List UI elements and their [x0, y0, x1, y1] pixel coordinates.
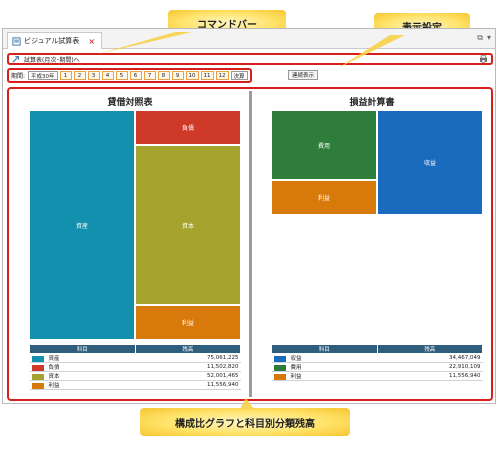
- table-row[interactable]: 利益 11,556,940: [271, 371, 483, 381]
- account-name: 資産: [48, 356, 60, 362]
- month-button-12[interactable]: 12: [215, 71, 229, 80]
- balance-value: 75,061,225: [135, 353, 241, 363]
- print-icon[interactable]: [479, 55, 488, 63]
- table-row[interactable]: 収益 34,467,049: [271, 353, 483, 363]
- window-restore-icon[interactable]: ⧉: [477, 33, 483, 42]
- color-swatch: [273, 364, 286, 371]
- income-statement-title: 損益計算書: [349, 98, 395, 108]
- table-row[interactable]: 負債 11,502,820: [29, 362, 241, 372]
- color-swatch: [31, 355, 44, 362]
- tab-visual-trial-balance[interactable]: ビジュアル試算表 ×: [7, 32, 103, 49]
- month-button-8[interactable]: 8: [157, 71, 170, 80]
- tab-label: ビジュアル試算表: [24, 37, 80, 45]
- continuous-display-button[interactable]: 連続表示: [288, 70, 319, 80]
- command-trial-balance-link[interactable]: 試算表(月次･期間)へ: [24, 56, 80, 64]
- month-button-2[interactable]: 2: [73, 71, 86, 80]
- chevron-down-icon[interactable]: ▾: [486, 33, 491, 42]
- command-bar: 試算表(月次･期間)へ: [7, 53, 493, 65]
- account-name: 資本: [48, 374, 60, 380]
- balance-value: 11,556,940: [377, 371, 483, 381]
- column-header-balance: 残高: [134, 344, 241, 354]
- period-label: 期間:: [11, 73, 26, 80]
- period-selector: 期間: 平成30年 1 2 3 4 5 6 7 8 9 10 11 12 決算: [7, 68, 252, 83]
- account-name: 収益: [290, 356, 302, 362]
- account-name: 負債: [48, 365, 60, 371]
- month-button-9[interactable]: 9: [171, 71, 184, 80]
- table-row[interactable]: 資産 75,061,225: [29, 353, 241, 363]
- balance-value: 52,001,465: [135, 371, 241, 381]
- balance-sheet-title: 貸借対照表: [107, 98, 153, 108]
- account-name: 利益: [48, 383, 60, 389]
- bs-capital-block[interactable]: 資本: [135, 145, 241, 305]
- tab-bar: ビジュアル試算表 × ⧉ ▾: [3, 29, 495, 49]
- table-row[interactable]: 利益 11,556,940: [29, 380, 241, 390]
- balance-value: 11,502,820: [135, 362, 241, 372]
- pl-profit-block[interactable]: 利益: [271, 180, 377, 215]
- panel-divider[interactable]: [249, 91, 252, 397]
- era-select[interactable]: 平成30年: [28, 71, 58, 80]
- month-button-4[interactable]: 4: [101, 71, 114, 80]
- month-button-3[interactable]: 3: [87, 71, 100, 80]
- content-frame: 貸借対照表 資産 負債 資本 利益 科目 残高 資産 75,061,225: [7, 87, 493, 401]
- month-button-5[interactable]: 5: [115, 71, 128, 80]
- balance-value: 22,910,109: [377, 362, 483, 372]
- month-button-11[interactable]: 11: [200, 71, 214, 80]
- balance-value: 34,467,049: [377, 353, 483, 363]
- bs-assets-block[interactable]: 資産: [29, 110, 135, 340]
- app-window: ビジュアル試算表 × ⧉ ▾ 試算表(月次･期間)へ 期間: 平成30年 1 2…: [2, 28, 496, 404]
- document-icon: [12, 36, 21, 46]
- column-header-account: 科目: [29, 344, 136, 354]
- close-icon[interactable]: ×: [88, 36, 96, 46]
- window-tools: ⧉ ▾: [477, 33, 491, 43]
- pl-revenue-block[interactable]: 収益: [377, 110, 483, 215]
- settlement-button[interactable]: 決算: [230, 71, 248, 80]
- balance-sheet-table: 科目 残高 資産 75,061,225 負債 11,502,820 資本: [29, 344, 241, 390]
- account-name: 利益: [290, 374, 302, 380]
- jump-arrow-icon: [12, 56, 19, 63]
- color-swatch: [273, 355, 286, 362]
- callout-bottom: 構成比グラフと科目別分類残高: [140, 408, 350, 436]
- column-header-account: 科目: [271, 344, 378, 354]
- color-swatch: [31, 373, 44, 380]
- bs-liabilities-block[interactable]: 負債: [135, 110, 241, 145]
- balance-value: 11,556,940: [135, 380, 241, 390]
- month-button-7[interactable]: 7: [143, 71, 156, 80]
- income-statement-panel: 損益計算書 費用 利益 収益 科目 残高 収益 34,467,049: [255, 91, 489, 397]
- month-button-6[interactable]: 6: [129, 71, 142, 80]
- month-button-1[interactable]: 1: [59, 71, 72, 80]
- account-name: 費用: [290, 365, 302, 371]
- color-swatch: [273, 373, 286, 380]
- color-swatch: [31, 382, 44, 389]
- color-swatch: [31, 364, 44, 371]
- month-button-10[interactable]: 10: [185, 71, 199, 80]
- column-header-balance: 残高: [376, 344, 483, 354]
- table-row[interactable]: 費用 22,910,109: [271, 362, 483, 372]
- pl-expenses-block[interactable]: 費用: [271, 110, 377, 180]
- balance-sheet-panel: 貸借対照表 資産 負債 資本 利益 科目 残高 資産 75,061,225: [13, 91, 247, 397]
- bs-profit-block[interactable]: 利益: [135, 305, 241, 340]
- income-statement-table: 科目 残高 収益 34,467,049 費用 22,910,109 利益: [271, 344, 483, 381]
- table-row[interactable]: 資本 52,001,465: [29, 371, 241, 381]
